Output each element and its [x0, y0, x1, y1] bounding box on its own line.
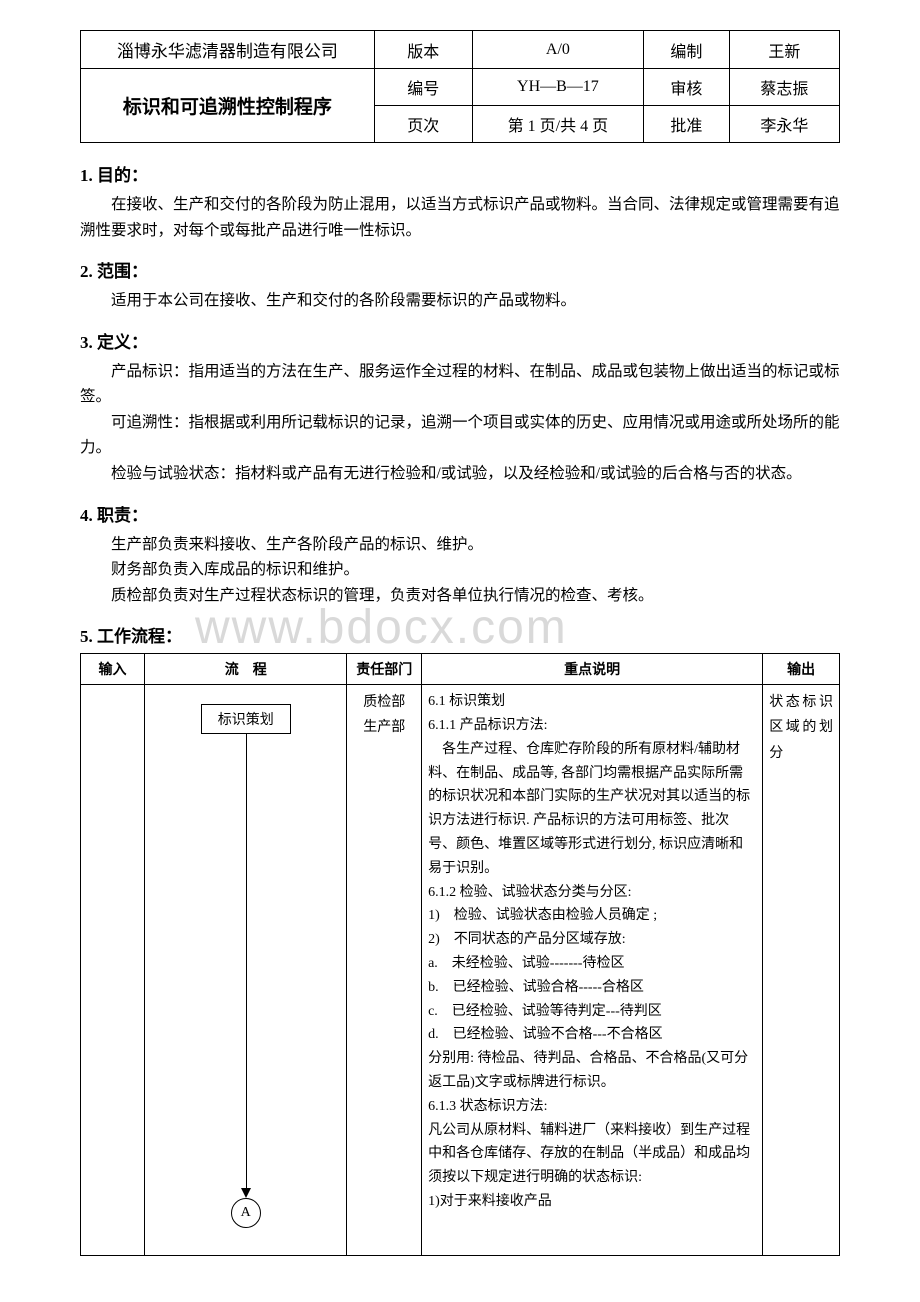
hdr-key-0: 版本 — [374, 31, 472, 69]
hdr-val-0: A/0 — [472, 31, 643, 69]
sec-num-2: 3. — [80, 333, 93, 352]
hdr-key2-1: 审核 — [644, 69, 730, 106]
company-name: 淄博永华滤清器制造有限公司 — [81, 31, 375, 69]
desc-line: 6.1.1 产品标识方法: — [428, 714, 756, 738]
desc-line: a. 未经检验、试验-------待检区 — [428, 952, 756, 976]
hdr-key-2: 页次 — [374, 106, 472, 143]
hdr-key2-2: 批准 — [644, 106, 730, 143]
col-output: 输出 — [763, 654, 840, 685]
flow-diagram-cell: 标识策划 A — [144, 685, 347, 1256]
flow-arrow-icon — [241, 1188, 251, 1198]
dept-1: 生产部 — [353, 715, 415, 740]
document-title: 标识和可追溯性控制程序 — [81, 69, 375, 143]
flow-connector-a: A — [231, 1198, 261, 1228]
hdr-val2-2: 李永华 — [729, 106, 839, 143]
sec-para-3-1: 财务部负责入库成品的标识和维护。 — [111, 557, 840, 583]
col-input: 输入 — [81, 654, 145, 685]
sec-para-0-0: 在接收、生产和交付的各阶段为防止混用，以适当方式标识产品或物料。当合同、法律规定… — [80, 192, 840, 243]
desc-line: 分别用: 待检品、待判品、合格品、不合格品(又可分返工品)文字或标牌进行标识。 — [428, 1047, 756, 1095]
sec-para-3-2: 质检部负责对生产过程状态标识的管理，负责对各单位执行情况的检查、考核。 — [111, 583, 840, 609]
output-cell: 状态标识区域的划分 — [763, 685, 840, 1256]
desc-line: 各生产过程、仓库贮存阶段的所有原材料/辅助材料、在制品、成品等, 各部门均需根据… — [428, 738, 756, 881]
desc-line: 1) 检验、试验状态由检验人员确定 ; — [428, 904, 756, 928]
sec-num-0: 1. — [80, 166, 93, 185]
sec-num-1: 2. — [80, 262, 93, 281]
workflow-table: 输入 流 程 责任部门 重点说明 输出 标识策划 A 质检部 生产部 — [80, 653, 840, 1256]
sec-title-0: 目的： — [97, 166, 148, 185]
desc-line: c. 已经检验、试验等待判定---待判区 — [428, 1000, 756, 1024]
section-purpose: 1. 目的： 在接收、生产和交付的各阶段为防止混用，以适当方式标识产品或物料。当… — [80, 161, 840, 243]
sec-para-3-0: 生产部负责来料接收、生产各阶段产品的标识、维护。 — [111, 532, 840, 558]
hdr-val-1: YH—B—17 — [472, 69, 643, 106]
sec-para-1-0: 适用于本公司在接收、生产和交付的各阶段需要标识的产品或物料。 — [80, 288, 840, 314]
flow-box-planning: 标识策划 — [201, 704, 291, 734]
dept-cell: 质检部 生产部 — [347, 685, 422, 1256]
desc-line: 6.1 标识策划 — [428, 690, 756, 714]
flow-connector-line — [246, 734, 247, 1194]
desc-line: 6.1.2 检验、试验状态分类与分区: — [428, 881, 756, 905]
desc-line: 2) 不同状态的产品分区域存放: — [428, 928, 756, 952]
hdr-key2-0: 编制 — [644, 31, 730, 69]
desc-line: d. 已经检验、试验不合格---不合格区 — [428, 1023, 756, 1047]
desc-line: 6.1.3 状态标识方法: — [428, 1095, 756, 1119]
hdr-val2-0: 王新 — [729, 31, 839, 69]
desc-line: 凡公司从原材料、辅料进厂（来料接收）到生产过程中和各仓库储存、存放的在制品（半成… — [428, 1119, 756, 1190]
hdr-val2-1: 蔡志振 — [729, 69, 839, 106]
hdr-key-1: 编号 — [374, 69, 472, 106]
section-responsibility: 4. 职责： 生产部负责来料接收、生产各阶段产品的标识、维护。 财务部负责入库成… — [80, 501, 840, 609]
sec-title-1: 范围： — [97, 262, 148, 281]
input-cell — [81, 685, 145, 1256]
hdr-val-2: 第 1 页/共 4 页 — [472, 106, 643, 143]
col-desc: 重点说明 — [422, 654, 763, 685]
desc-cell: 6.1 标识策划6.1.1 产品标识方法: 各生产过程、仓库贮存阶段的所有原材料… — [422, 685, 763, 1256]
desc-line: 1)对于来料接收产品 — [428, 1190, 756, 1214]
sec-num-3: 4. — [80, 506, 93, 525]
section-scope: 2. 范围： 适用于本公司在接收、生产和交付的各阶段需要标识的产品或物料。 — [80, 257, 840, 314]
col-dept: 责任部门 — [347, 654, 422, 685]
sec-para-2-1: 可追溯性：指根据或利用所记载标识的记录，追溯一个项目或实体的历史、应用情况或用途… — [80, 410, 840, 461]
dept-0: 质检部 — [353, 690, 415, 715]
sec-title-2: 定义： — [97, 333, 148, 352]
sec-num-4: 5. — [80, 627, 93, 646]
sec-title-4: 工作流程： — [97, 627, 182, 646]
desc-line: b. 已经检验、试验合格-----合格区 — [428, 976, 756, 1000]
section-definition: 3. 定义： 产品标识：指用适当的方法在生产、服务运作全过程的材料、在制品、成品… — [80, 328, 840, 487]
sec-title-3: 职责： — [97, 506, 148, 525]
sec-para-2-0: 产品标识：指用适当的方法在生产、服务运作全过程的材料、在制品、成品或包装物上做出… — [80, 359, 840, 410]
col-flow: 流 程 — [144, 654, 347, 685]
sec-para-2-2: 检验与试验状态：指材料或产品有无进行检验和/或试验，以及经检验和/或试验的后合格… — [80, 461, 840, 487]
document-header-table: 淄博永华滤清器制造有限公司 版本 A/0 编制 王新 标识和可追溯性控制程序 编… — [80, 30, 840, 143]
section-workflow: 5. 工作流程： 输入 流 程 责任部门 重点说明 输出 标识策划 A 质检部 — [80, 622, 840, 1256]
